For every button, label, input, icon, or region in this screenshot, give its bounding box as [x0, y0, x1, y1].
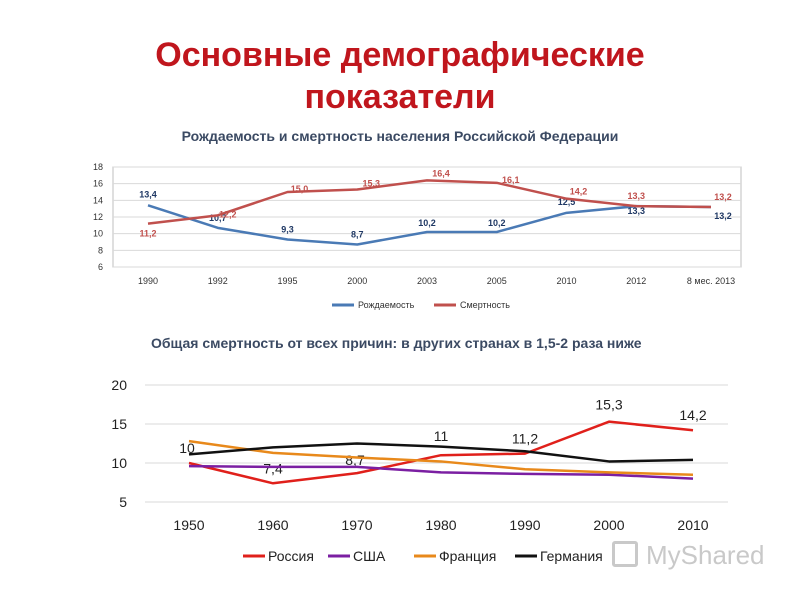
chart1-data-label: 15,3 — [362, 179, 380, 189]
chart1-data-label: 8,7 — [351, 230, 364, 240]
chart1-title: Рождаемость и смертность населения Росси… — [181, 128, 619, 144]
chart2-data-label: 10 — [179, 440, 195, 456]
chart1-x-tick-label: 8 мес. 2013 — [687, 276, 735, 286]
chart1-y-tick-label: 8 — [98, 245, 103, 255]
chart2-data-label: 15,3 — [595, 397, 622, 413]
chart1-data-label: 15,0 — [291, 184, 309, 194]
chart2-data-label: 11 — [434, 428, 449, 444]
chart2-x-tick-label: 2010 — [677, 517, 708, 533]
chart1-data-label: 13,3 — [627, 191, 645, 201]
chart1-data-label: 16,4 — [432, 168, 450, 178]
chart1-data-label: 9,3 — [281, 225, 294, 235]
chart1-data-label: 14,2 — [570, 187, 588, 197]
chart2-x-tick-label: 1970 — [341, 517, 372, 533]
chart2-x-tick-label: 1960 — [257, 517, 288, 533]
chart1-data-label: 13,3 — [627, 206, 645, 216]
page-title-line2: показатели — [304, 78, 496, 116]
chart2-series-line-Франция — [188, 439, 694, 476]
chart1-legend-label: Смертность — [460, 300, 510, 310]
chart1-y-tick-label: 14 — [93, 195, 103, 205]
watermark-text: MyShared — [646, 540, 765, 570]
chart2-y-tick-label: 10 — [111, 455, 127, 471]
chart1-x-tick-label: 1992 — [208, 276, 228, 286]
chart2-legend-label: Франция — [439, 548, 496, 564]
chart2-data-label: 7,4 — [263, 460, 283, 476]
chart1-data-label: 12,2 — [219, 209, 237, 219]
chart1-x-tick-label: 1990 — [138, 276, 158, 286]
chart1-data-label: 10,2 — [488, 218, 506, 228]
chart2-series-line-Россия — [188, 420, 694, 485]
chart1-data-label: 10,2 — [418, 218, 436, 228]
chart1-x-tick-label: 2000 — [347, 276, 367, 286]
chart1-data-label: 13,2 — [714, 192, 732, 202]
chart1-y-tick-label: 18 — [93, 162, 103, 172]
chart2-series-line-США — [188, 464, 694, 480]
chart2-y-tick-label: 15 — [111, 416, 127, 432]
chart1-data-label: 16,1 — [502, 175, 520, 185]
chart1-x-tick-label: 2003 — [417, 276, 437, 286]
page-title-line1: Основные демографические — [155, 36, 645, 74]
chart2-legend-label: Германия — [540, 548, 603, 564]
chart2-legend-label: США — [353, 548, 386, 564]
chart2-series-line-Германия — [188, 442, 694, 463]
chart1-x-tick-label: 2005 — [487, 276, 507, 286]
chart2-x-tick-label: 2000 — [593, 517, 624, 533]
chart1-x-tick-label: 2010 — [556, 276, 576, 286]
chart1-y-tick-label: 6 — [98, 262, 103, 272]
watermark-logo-icon — [612, 541, 638, 567]
chart2-title: Общая смертность от всех причин: в други… — [151, 335, 642, 351]
chart2-x-tick-label: 1980 — [425, 517, 456, 533]
chart2-legend-label: Россия — [268, 548, 314, 564]
chart1-y-tick-label: 16 — [93, 179, 103, 189]
chart1-data-label: 12,5 — [558, 197, 576, 207]
chart1-data-label: 11,2 — [139, 229, 156, 239]
chart2-y-tick-label: 20 — [111, 377, 127, 393]
chart1-series-line-birth — [147, 204, 712, 246]
chart2-y-tick-label: 5 — [119, 494, 127, 510]
chart1-data-label: 13,2 — [714, 211, 732, 221]
chart1-data-label: 10,7 — [209, 213, 227, 223]
chart1-legend-label: Рождаемость — [358, 300, 415, 310]
chart1-x-tick-label: 2012 — [626, 276, 646, 286]
chart2-x-tick-label: 1950 — [173, 517, 204, 533]
chart2-x-tick-label: 1990 — [509, 517, 540, 533]
chart1-series-line-death — [147, 179, 712, 225]
chart1-x-tick-label: 1995 — [277, 276, 297, 286]
chart1-y-tick-label: 12 — [93, 212, 103, 222]
chart2-data-label: 14,2 — [679, 407, 706, 423]
chart1-data-label: 13,4 — [139, 189, 157, 199]
chart1-y-tick-label: 10 — [93, 229, 103, 239]
chart2-data-label: 11,2 — [512, 431, 538, 447]
